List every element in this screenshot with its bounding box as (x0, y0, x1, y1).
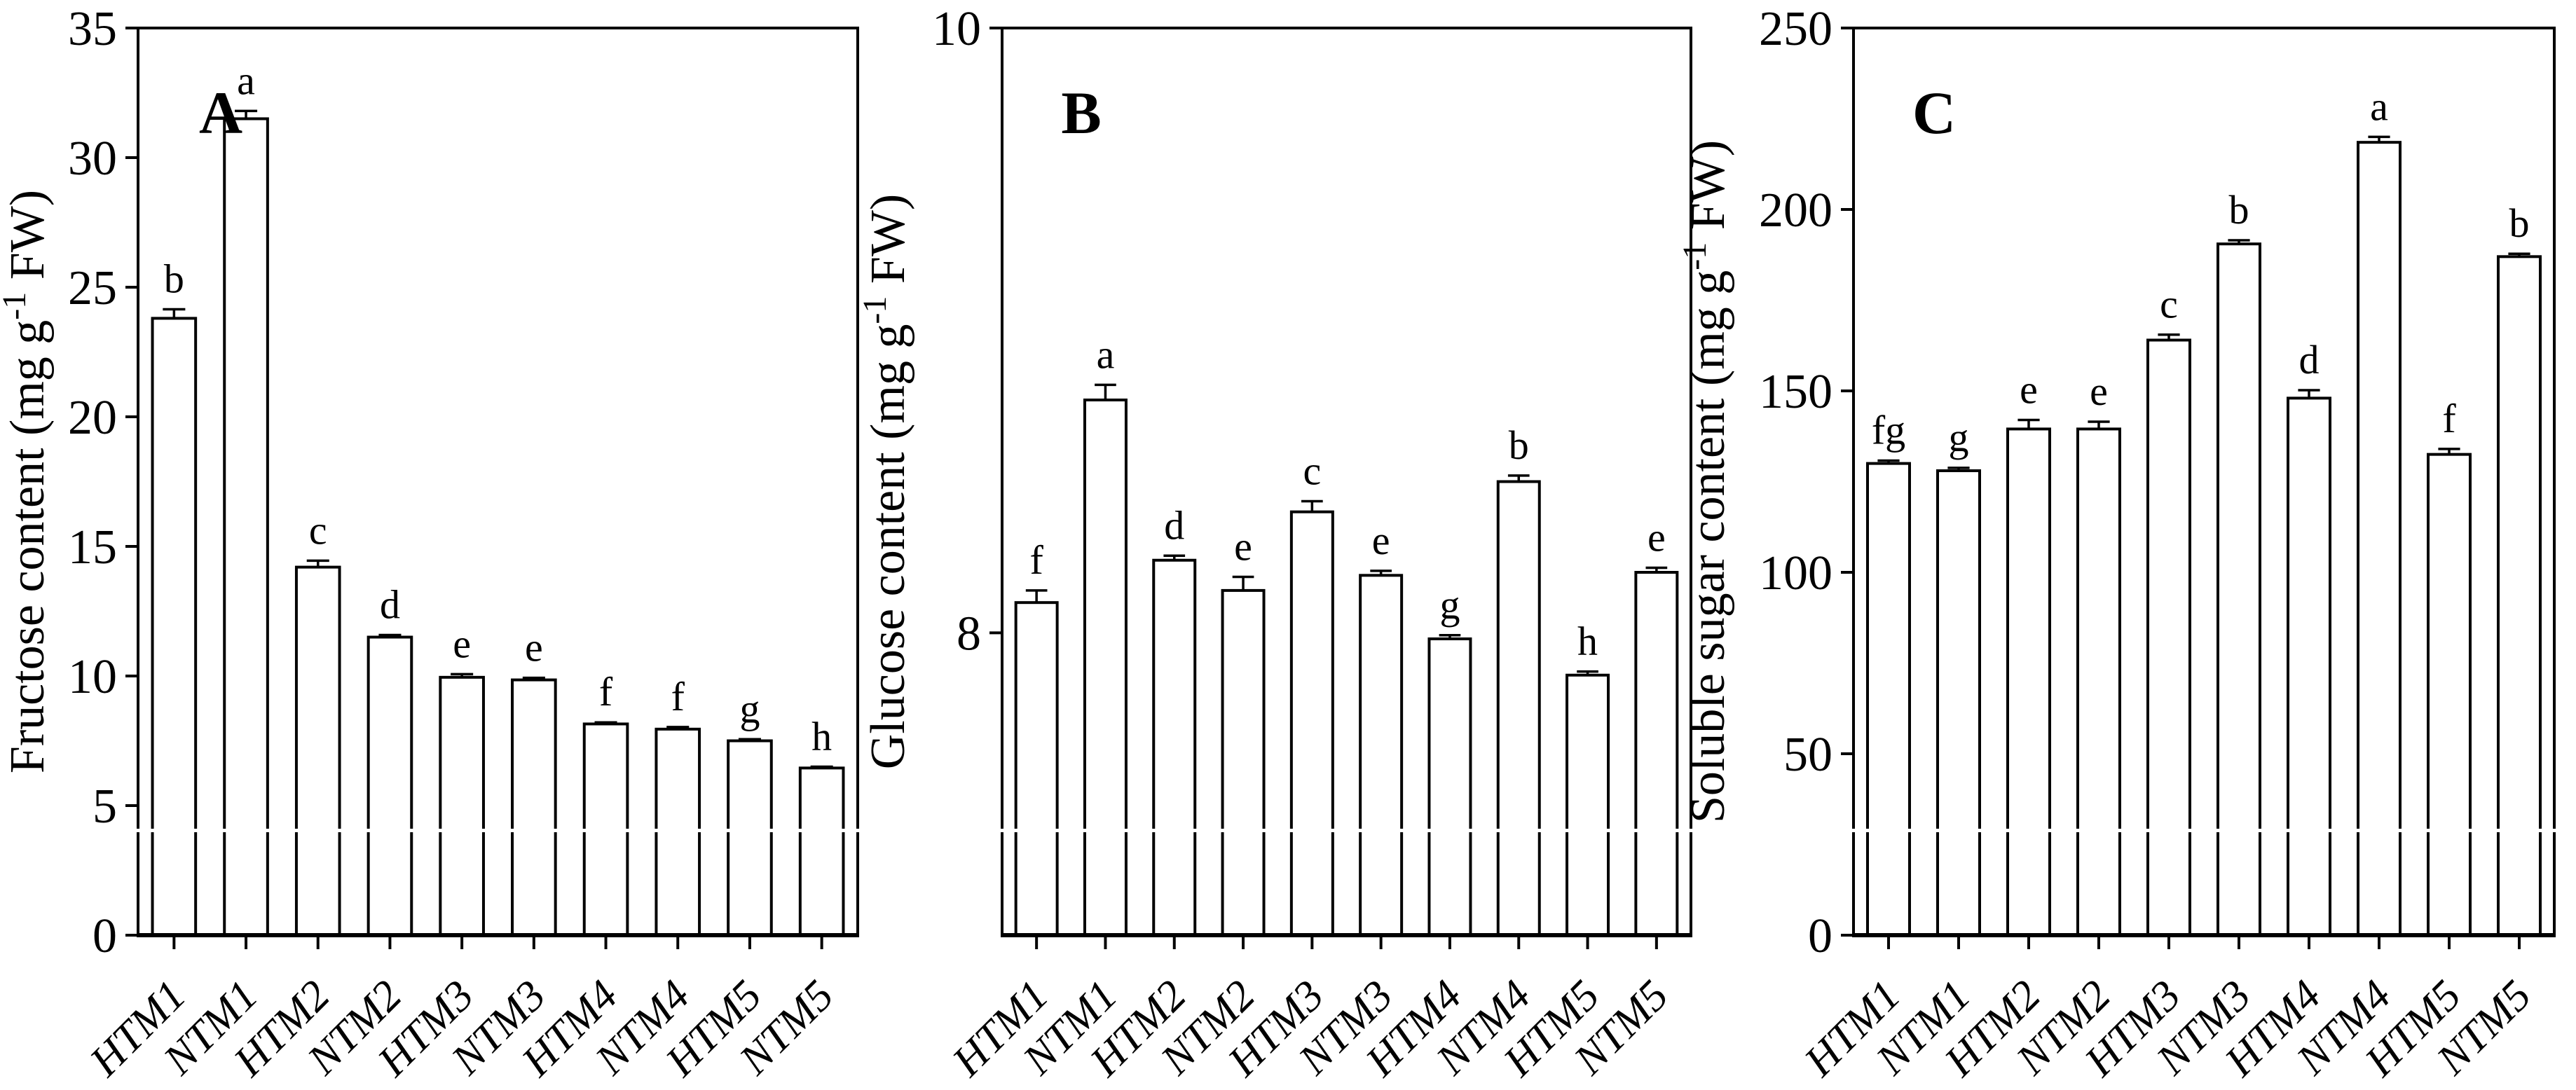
sig-letter: h (1577, 619, 1598, 664)
y-tick-label: 10 (68, 650, 117, 704)
sig-letter: b (1509, 422, 1529, 468)
sig-letter: g (1949, 415, 1969, 460)
bar-NTM3 (511, 678, 557, 937)
sig-letter: e (2090, 368, 2108, 414)
sig-letter: e (1372, 518, 1390, 563)
bar-HTM2 (1152, 558, 1197, 937)
y-tick-label: 20 (68, 391, 117, 445)
bar-NTM5 (798, 766, 845, 937)
sig-letter: c (309, 507, 327, 553)
sig-letter: d (1164, 502, 1184, 548)
sig-letter: g (739, 686, 760, 731)
bar-HTM1 (1866, 462, 1911, 937)
y-tick-label: 50 (1783, 728, 1832, 782)
sig-letter: d (2299, 337, 2320, 382)
sig-letter: b (2229, 187, 2249, 233)
bar-HTM1 (151, 317, 198, 937)
bar-NTM4 (2357, 141, 2402, 937)
y-tick-label: 250 (1759, 2, 1832, 56)
sig-letter: g (1439, 582, 1460, 628)
bar-HTM3 (1289, 510, 1334, 937)
y-tick-label: 5 (93, 780, 117, 834)
sig-letter: e (1234, 523, 1252, 569)
y-tick-label: 8 (957, 607, 981, 661)
bar-NTM1 (223, 117, 269, 937)
sig-letter: a (2370, 83, 2388, 129)
bar-NTM1 (1936, 469, 1981, 937)
bar-NTM2 (1221, 588, 1266, 937)
sig-letter: fg (1872, 407, 1905, 453)
panel-C: fgHTM1gNTM1eHTM2eNTM2cHTM3bNTM3dHTM4aNTM… (1676, 2, 2556, 1086)
sig-letter: e (1647, 515, 1666, 560)
sig-letter: d (380, 582, 400, 628)
y-tick-label: 30 (68, 132, 117, 186)
sig-letter: f (599, 669, 613, 715)
sig-letter: f (1029, 537, 1043, 583)
bar-HTM4 (2287, 396, 2331, 937)
bar-HTM2 (2006, 427, 2051, 937)
bar-HTM5 (2427, 453, 2472, 937)
sig-letter: b (164, 256, 184, 301)
scan-seam-artifact (0, 829, 2576, 832)
y-tick-label: 35 (68, 2, 117, 56)
y-tick-label: 200 (1759, 184, 1832, 237)
sig-letter: e (2020, 366, 2038, 412)
y-axis-title: Soluble sugar content (mg g-1 FW) (1676, 140, 1735, 823)
sig-letter: e (525, 625, 543, 670)
bar-HTM3 (2146, 338, 2191, 937)
panel-label: A (199, 79, 242, 146)
bar-HTM2 (294, 565, 341, 937)
bar-HTM5 (1566, 673, 1610, 937)
sig-letter: e (453, 621, 471, 666)
y-tick-label: 150 (1759, 365, 1832, 419)
panel-label: C (1912, 79, 1956, 146)
panel-label: B (1061, 79, 1101, 146)
sig-letter: c (2160, 282, 2178, 327)
y-tick-label: 10 (932, 2, 981, 56)
bar-NTM2 (366, 635, 413, 937)
bar-HTM4 (1427, 637, 1472, 937)
bar-NTM5 (2497, 255, 2542, 937)
sig-letter: c (1303, 448, 1321, 494)
y-tick-label: 0 (1808, 909, 1832, 963)
bar-HTM1 (1014, 601, 1059, 937)
bar-NTM3 (1359, 574, 1404, 937)
y-tick-label: 15 (68, 520, 117, 574)
bar-NTM2 (2076, 427, 2121, 937)
sig-letter: f (671, 674, 685, 719)
sig-letter: h (811, 714, 832, 759)
bar-NTM4 (1496, 480, 1541, 937)
panel-B: fHTM1aNTM1dHTM2eNTM2cHTM3eNTM3gHTM4bNTM4… (856, 2, 1692, 1086)
y-tick-label: 25 (68, 261, 117, 315)
bar-HTM5 (727, 739, 773, 937)
y-axis-title: Glucose content (mg g-1 FW) (856, 194, 915, 769)
sig-letter: a (1097, 331, 1115, 377)
y-tick-label: 0 (93, 909, 117, 963)
sig-letter: f (2442, 396, 2456, 441)
y-axis-title: Fructose content (mg g-1 FW) (0, 190, 55, 773)
bar-HTM3 (439, 675, 485, 937)
sig-letter: a (237, 57, 255, 103)
sig-letter: b (2509, 200, 2530, 246)
y-tick-label: 100 (1759, 546, 1832, 600)
bar-NTM5 (1634, 571, 1679, 937)
bar-NTM1 (1083, 398, 1128, 937)
